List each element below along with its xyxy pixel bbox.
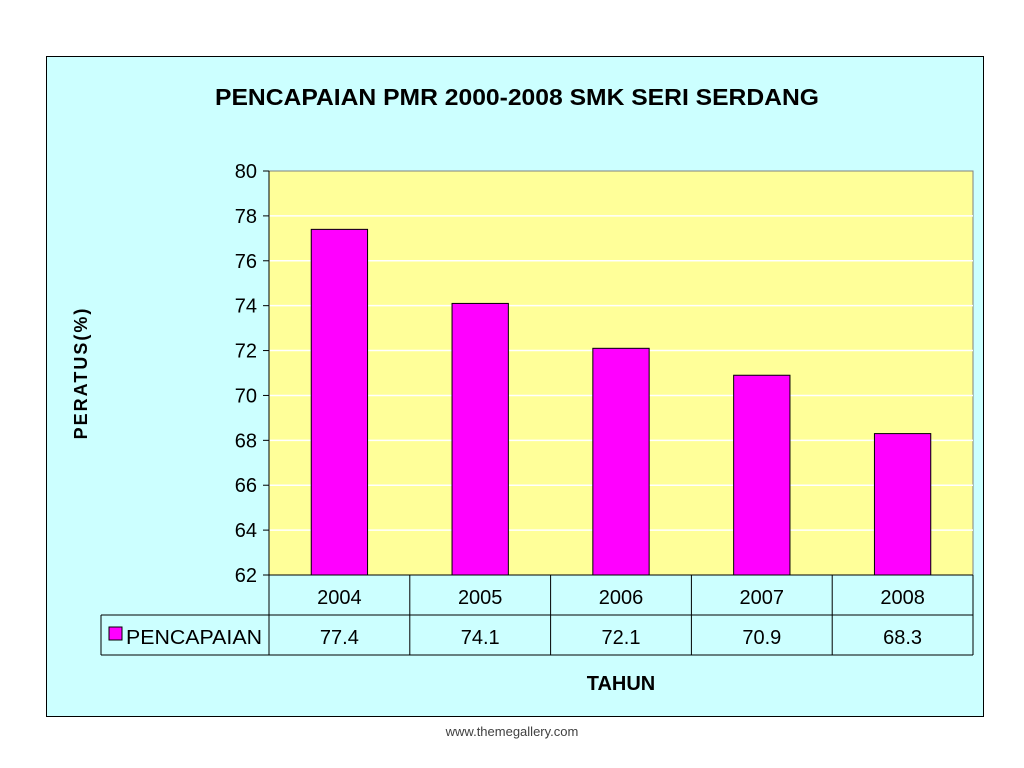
data-label: 68.3 <box>883 627 922 649</box>
category-label: 2005 <box>458 587 503 609</box>
data-label: 74.1 <box>461 627 500 649</box>
bar-2006 <box>592 347 650 576</box>
legend-series-name: PENCAPAIAN <box>126 627 262 649</box>
y-tick-label: 74 <box>235 296 257 318</box>
y-tick-label: 72 <box>235 341 257 363</box>
data-label: 77.4 <box>320 627 359 649</box>
category-label: 2006 <box>599 587 644 609</box>
bar-2008 <box>873 433 932 576</box>
bar-2007 <box>733 374 791 576</box>
x-axis-label: TAHUN <box>587 673 656 695</box>
slide-title: ANALISIS PENCAPAIAN PMR <box>320 42 704 60</box>
category-label: 2004 <box>317 587 362 609</box>
category-label: 2008 <box>880 587 925 609</box>
y-axis: 62 64 66 68 70 72 74 76 78 80 <box>235 161 270 587</box>
y-tick-label: 68 <box>235 430 257 452</box>
legend-key <box>108 626 123 641</box>
data-label: 72.1 <box>602 627 641 649</box>
y-tick-label: 80 <box>235 161 257 183</box>
y-tick-label: 62 <box>235 565 257 587</box>
chart-area: PENCAPAIAN PMR 2000-2008 SMK SERI SERDAN… <box>46 56 984 717</box>
y-tick-label: 78 <box>235 206 257 228</box>
chart-title: PENCAPAIAN PMR 2000-2008 SMK SERI SERDAN… <box>215 84 819 110</box>
y-tick-label: 64 <box>235 520 257 542</box>
bar-chart: PENCAPAIAN PMR 2000-2008 SMK SERI SERDAN… <box>71 84 974 695</box>
y-tick-label: 66 <box>235 475 257 497</box>
bar-2005 <box>451 302 509 576</box>
data-label: 70.9 <box>742 627 781 649</box>
y-axis-label: PERATUS(%) <box>71 307 91 440</box>
bars <box>310 228 932 576</box>
y-tick-label: 70 <box>235 385 257 407</box>
category-label: 2007 <box>740 587 785 609</box>
y-tick-label: 76 <box>235 251 257 273</box>
bar-2004 <box>310 228 369 576</box>
data-table: 2004 2005 2006 2007 2008 77.4 74.1 72.1 70.9 68.3… <box>100 574 974 656</box>
footer-url: www.themegallery.com <box>445 724 579 739</box>
